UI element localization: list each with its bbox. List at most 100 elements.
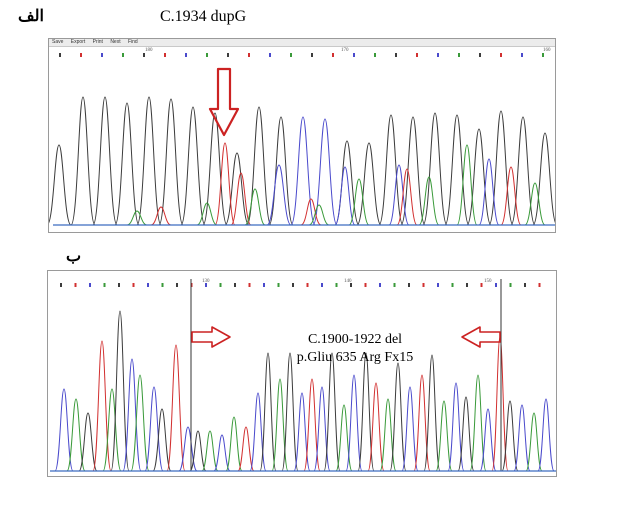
chromatogram-panel-b: 130 140 150 xyxy=(47,270,557,477)
base-call-mark xyxy=(147,283,149,287)
chromatogram-peak xyxy=(510,116,536,226)
toolbar-save-button[interactable]: Save xyxy=(52,39,64,45)
chromatogram-peak xyxy=(525,412,543,472)
chromatogram-peak xyxy=(513,404,531,472)
chromatogram-peak xyxy=(466,128,492,226)
chromatogram-peak xyxy=(400,116,426,226)
ruler-label: 180 xyxy=(145,48,153,53)
base-call-mark xyxy=(321,283,323,287)
chromatogram-peak xyxy=(214,142,236,226)
chromatogram-peak xyxy=(479,408,497,472)
base-call-mark xyxy=(416,53,418,57)
chromatogram-peak xyxy=(266,164,292,226)
base-call-mark xyxy=(393,283,396,287)
chromatogram-peak xyxy=(290,116,316,226)
base-call-mark xyxy=(408,283,410,287)
chromatogram-peak xyxy=(158,98,184,226)
chromatogram-peak xyxy=(478,158,500,226)
base-call-mark xyxy=(205,283,207,287)
chromatogram-peak xyxy=(293,392,311,472)
chromatogram-peak xyxy=(268,116,294,226)
chromatogram-peak xyxy=(130,374,150,472)
toolbar-find-button[interactable]: Find xyxy=(127,39,138,45)
chromatogram-peak xyxy=(323,352,341,472)
base-call-mark xyxy=(353,53,355,57)
chromatogram-peak xyxy=(196,202,218,226)
base-call-mark xyxy=(335,283,338,287)
base-call-mark xyxy=(60,283,62,287)
chromatogram-panel-a: Save Export Print Next Find 180 170 160 xyxy=(48,38,556,233)
chromatogram-peak xyxy=(312,118,338,226)
chromatogram-peak xyxy=(537,398,555,472)
chromatogram-peak xyxy=(180,106,206,226)
base-call-mark xyxy=(80,53,82,57)
chromatogram-peak xyxy=(150,206,172,226)
base-call-mark xyxy=(277,283,280,287)
chromatogram-peak xyxy=(54,388,74,472)
base-call-mark xyxy=(263,283,265,287)
ruler-label: 170 xyxy=(341,48,349,53)
base-call-mark xyxy=(176,283,178,287)
chromatogram-peak xyxy=(166,344,186,472)
base-call-mark xyxy=(101,53,103,57)
base-call-mark xyxy=(332,53,334,57)
chromatogram-peak xyxy=(401,386,419,472)
ruler-label: 140 xyxy=(344,279,352,284)
chromatogram-peak xyxy=(356,142,382,226)
chromatogram-peak xyxy=(230,172,252,226)
base-call-mark xyxy=(185,53,187,57)
base-call-mark xyxy=(227,53,229,57)
chromatogram-peak xyxy=(178,426,198,472)
trace-plot-a: 180 170 160 xyxy=(49,48,555,226)
toolbar-export-button[interactable]: Export xyxy=(70,39,86,45)
chromatogram-peak xyxy=(444,114,470,226)
base-call-mark xyxy=(118,283,120,287)
chromatogram-peak xyxy=(413,374,431,472)
chromatogram-peak xyxy=(144,386,164,472)
ruler-label: 130 xyxy=(202,279,210,284)
arrow-right-icon xyxy=(191,326,231,348)
chromatogram-peak xyxy=(70,96,96,226)
base-call-mark xyxy=(395,53,397,57)
base-call-mark xyxy=(306,283,309,287)
ruler-label: 160 xyxy=(543,48,551,53)
chromatogram-peak xyxy=(501,400,519,472)
base-call-mark xyxy=(479,53,481,57)
trace-plot-b: 130 140 150 xyxy=(50,279,556,472)
base-call-mark xyxy=(206,53,208,57)
base-call-mark xyxy=(480,283,483,287)
base-call-mark xyxy=(509,283,512,287)
toolbar-print-button[interactable]: Print xyxy=(92,39,103,45)
deletion-annotation-protein: p.Gliu 635 Arg Fx15 xyxy=(296,350,414,365)
base-call-mark xyxy=(500,53,502,57)
chromatogram-peak xyxy=(78,412,98,472)
chromatogram-peak xyxy=(348,178,370,226)
toolbar-next-button[interactable]: Next xyxy=(110,39,121,45)
chromatogram-peak xyxy=(308,204,330,226)
base-call-mark xyxy=(495,283,497,287)
arrow-left-icon xyxy=(461,326,501,348)
chromatogram-peak xyxy=(345,374,363,472)
chromatogram-peak xyxy=(435,400,453,472)
base-call-mark xyxy=(524,283,526,287)
chromatogram-peak xyxy=(201,430,219,472)
chromatogram-peak xyxy=(303,378,321,472)
chromatogram-peak xyxy=(456,144,478,226)
chromatogram-peak xyxy=(367,382,385,472)
base-call-mark xyxy=(248,53,250,57)
base-call-mark xyxy=(422,283,425,287)
base-call-mark xyxy=(374,53,376,57)
chromatogram-peak xyxy=(259,352,277,472)
chromatogram-peak xyxy=(189,430,207,472)
chromatogram-peak xyxy=(457,396,475,472)
chromatogram-peak xyxy=(389,362,407,472)
chromatogram-peak xyxy=(110,310,130,472)
base-call-mark xyxy=(143,53,145,57)
base-call-mark xyxy=(437,283,439,287)
chromatogram-peak xyxy=(49,144,72,226)
base-call-mark xyxy=(458,53,460,57)
base-call-mark xyxy=(521,53,523,57)
chromatogram-peak xyxy=(281,352,299,472)
chromatogram-peak xyxy=(237,426,255,472)
base-call-mark xyxy=(542,53,544,57)
